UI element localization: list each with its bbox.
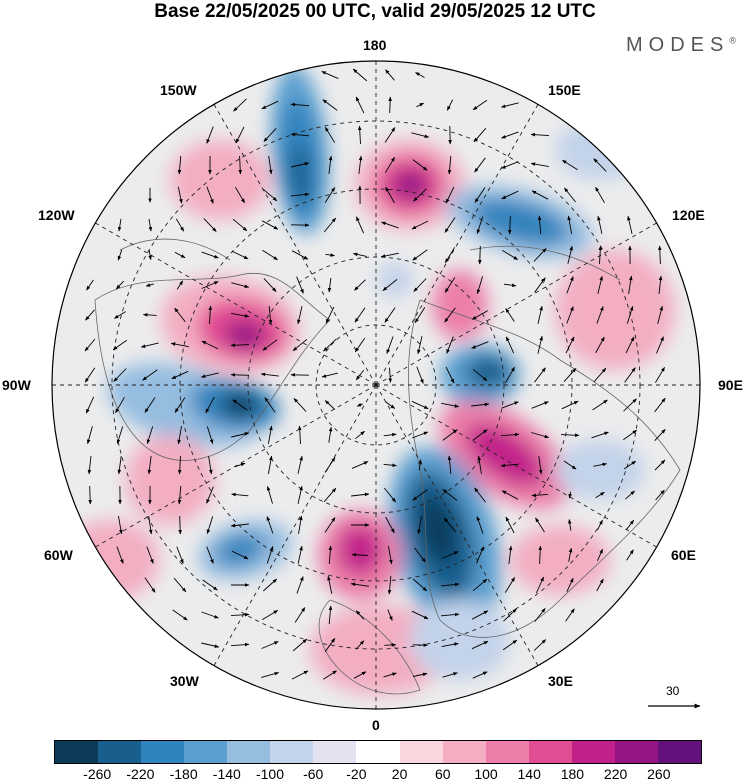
lon-label-150e: 150E [548,82,581,98]
anomaly-contour [466,356,510,388]
colorbar-segment [443,741,486,763]
anomaly-contour [377,262,413,298]
colorbar-tick-label: -100 [256,766,284,782]
colorbar-tick-label: 20 [392,766,408,782]
colorbar-segment [227,741,270,763]
colorbar-tick-label: 140 [518,766,541,782]
colorbar-segment [486,741,529,763]
reference-vector-label: 30 [666,684,679,698]
lon-label-180: 180 [363,37,386,53]
colorbar-tick-label: -180 [170,766,198,782]
anomaly-contour [510,525,610,595]
lon-label-90e: 90E [718,377,743,393]
wind-arrow [90,486,91,504]
colorbar-tick-label: 60 [435,766,451,782]
lon-label-30e: 30E [548,673,573,689]
colorbar-segment [98,741,141,763]
anomaly-contour [338,525,382,575]
wind-arrow [180,516,181,534]
colorbar-ticks: -260 -220 -180 -140 -100 -60 -20 20 60 100 140 180 2… [0,766,750,784]
colorbar-tick-label: -20 [346,766,366,782]
anomaly-contour [60,520,160,600]
colorbar-tick-label: 260 [647,766,670,782]
lon-label-120e: 120E [672,207,705,223]
colorbar-tick-label: 180 [561,766,584,782]
lon-label-60e: 60E [671,547,696,563]
colorbar-tick-label: -60 [303,766,323,782]
colorbar-segment [658,741,701,763]
colorbar-segment [270,741,313,763]
colorbar-segment [572,741,615,763]
wind-arrow [231,375,249,376]
lon-label-150w: 150W [160,82,197,98]
anomaly-field [52,61,700,709]
colorbar-tick-label: -220 [126,766,154,782]
colorbar-segment [55,741,98,763]
anomaly-contour [170,140,270,220]
anomaly-contour [555,120,645,180]
lon-label-30w: 30W [170,673,199,689]
colorbar-tick-label: -260 [83,766,111,782]
colorbar-tick-label: -140 [213,766,241,782]
colorbar-tick-label: 220 [604,766,627,782]
colorbar-segment [313,741,356,763]
anomaly-contour [410,600,510,680]
colorbar [54,740,702,764]
wind-arrow [384,645,395,646]
anomaly-contour [555,440,645,500]
wind-arrow [390,97,391,113]
colorbar-segment [356,741,399,763]
lon-label-90w: 90W [2,377,31,393]
wind-arrow [480,246,481,264]
colorbar-segment [400,741,443,763]
colorbar-segment [141,741,184,763]
colorbar-segment [529,741,572,763]
lon-label-0: 0 [372,717,380,733]
colorbar-segment [184,741,227,763]
anomaly-contour [392,170,428,200]
lon-label-120w: 120W [38,207,75,223]
colorbar-tick-label: 100 [474,766,497,782]
anomaly-contour [432,270,488,340]
colorbar-segment [615,741,658,763]
polar-map [0,0,750,740]
anomaly-contour [125,435,215,525]
lon-label-60w: 60W [44,547,73,563]
